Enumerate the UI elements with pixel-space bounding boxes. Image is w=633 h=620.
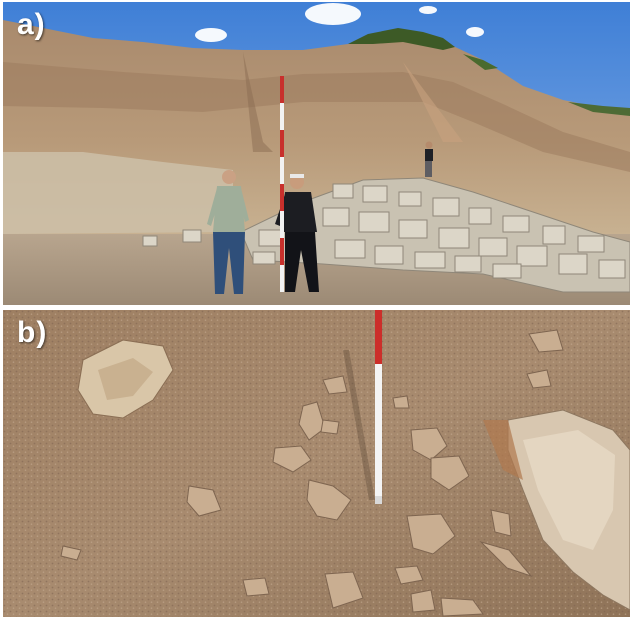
survey-rod-closeup (375, 310, 382, 504)
panel-a-photo: a) (3, 2, 630, 305)
person-left (207, 170, 249, 294)
survey-rod (280, 76, 284, 292)
panel-b-photo: b) (3, 310, 630, 617)
quarry-photo (3, 2, 630, 305)
person-distant (425, 141, 433, 177)
stone-fragments (60, 329, 564, 617)
panel-a-label: a) (17, 8, 46, 41)
panel-b-label: b) (17, 316, 48, 349)
ground-closeup-photo (3, 310, 630, 617)
person-right (275, 174, 319, 292)
rock-blocks (142, 177, 630, 293)
clouds (195, 3, 484, 42)
